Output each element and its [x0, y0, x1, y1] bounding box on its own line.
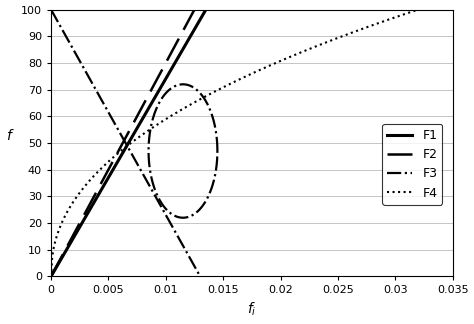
F3 [48, 7, 54, 11]
F4 [415, 7, 421, 11]
F3 [184, 252, 190, 256]
X-axis label: $f_i$: $f_i$ [247, 301, 256, 318]
F4 [381, 19, 387, 23]
F4 [273, 61, 279, 65]
F4 [267, 64, 273, 68]
Line: F3: F3 [51, 9, 200, 276]
F3 [88, 79, 93, 83]
F3 [54, 18, 60, 22]
Line: F4: F4 [51, 9, 418, 276]
F3 [197, 274, 203, 278]
F4 [48, 274, 54, 278]
F3 [190, 261, 196, 265]
F4 [265, 64, 271, 68]
F4 [358, 28, 364, 31]
F3 [76, 57, 82, 61]
F4 [49, 255, 55, 259]
F3 [57, 24, 63, 28]
Y-axis label: $f$: $f$ [6, 128, 14, 143]
Legend: F1, F2, F3, F4: F1, F2, F3, F4 [383, 124, 442, 205]
